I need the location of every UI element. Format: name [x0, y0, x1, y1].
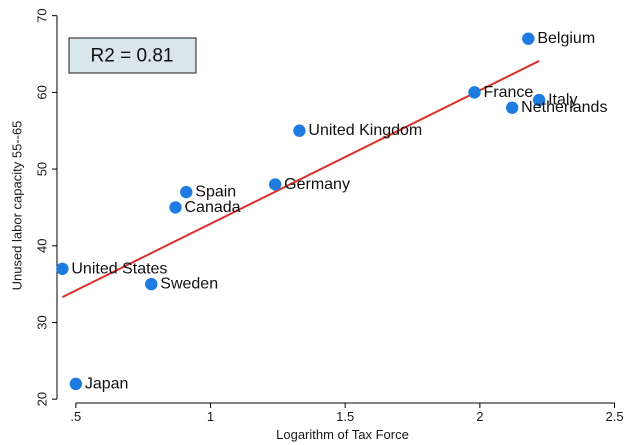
- point-italy: [532, 93, 546, 107]
- r2-annotation-box: [68, 37, 197, 74]
- point-spain: [180, 185, 193, 199]
- point-label-spain: Spain: [195, 184, 236, 201]
- y-tick-label-60: 60: [35, 85, 50, 99]
- x-tick-label-2-5: 2.5: [605, 409, 623, 424]
- point-label-netherlands: Netherlands: [521, 99, 607, 116]
- y-tick-label-50: 50: [35, 162, 50, 176]
- point-label-france: France: [483, 84, 533, 101]
- y-tick-label-40: 40: [35, 239, 50, 253]
- r2-annotation: R2 = 0.81: [68, 37, 197, 74]
- x-tick-label-2: 2: [476, 409, 483, 424]
- y-tick-label-70: 70: [35, 8, 50, 22]
- x-axis-title: Logarithm of Tax Force: [276, 427, 409, 442]
- y-tick-label-30: 30: [35, 315, 50, 329]
- point-belgium: [522, 32, 535, 45]
- point-label-germany: Germany: [284, 176, 350, 193]
- point-label-sweden: Sweden: [160, 276, 218, 293]
- point-france: [468, 86, 481, 99]
- point-label-belgium: Belgium: [537, 30, 595, 47]
- point-united-kingdom: [293, 124, 306, 137]
- x-tick-label-1: 1: [207, 409, 214, 424]
- point-label-canada: Canada: [185, 199, 241, 216]
- point-label-united-states: United States: [71, 260, 167, 277]
- data-points: [56, 32, 546, 391]
- y-tick-label-20: 20: [35, 392, 50, 406]
- point-label-japan: Japan: [85, 375, 129, 392]
- x-tick-label-5: .5: [70, 409, 81, 424]
- axes: [56, 15, 615, 404]
- axis-ticks: 20 30 40 50 60 70 .5 1 1.5 2 2.5: [35, 8, 624, 424]
- fit-line: [61, 60, 540, 299]
- point-label-italy: Italy: [548, 92, 577, 109]
- point-japan: [69, 377, 83, 391]
- point-germany: [268, 178, 282, 191]
- point-netherlands: [505, 101, 519, 114]
- y-axis-title: Unused labor capacity 55--65: [10, 121, 25, 291]
- point-canada: [169, 201, 182, 214]
- x-tick-label-1-5: 1.5: [336, 409, 354, 424]
- point-sweden: [145, 277, 158, 291]
- point-united-states: [56, 262, 69, 275]
- point-label-united-kingdom: United Kingdom: [308, 122, 422, 139]
- r2-annotation-text: R2 = 0.81: [91, 46, 174, 67]
